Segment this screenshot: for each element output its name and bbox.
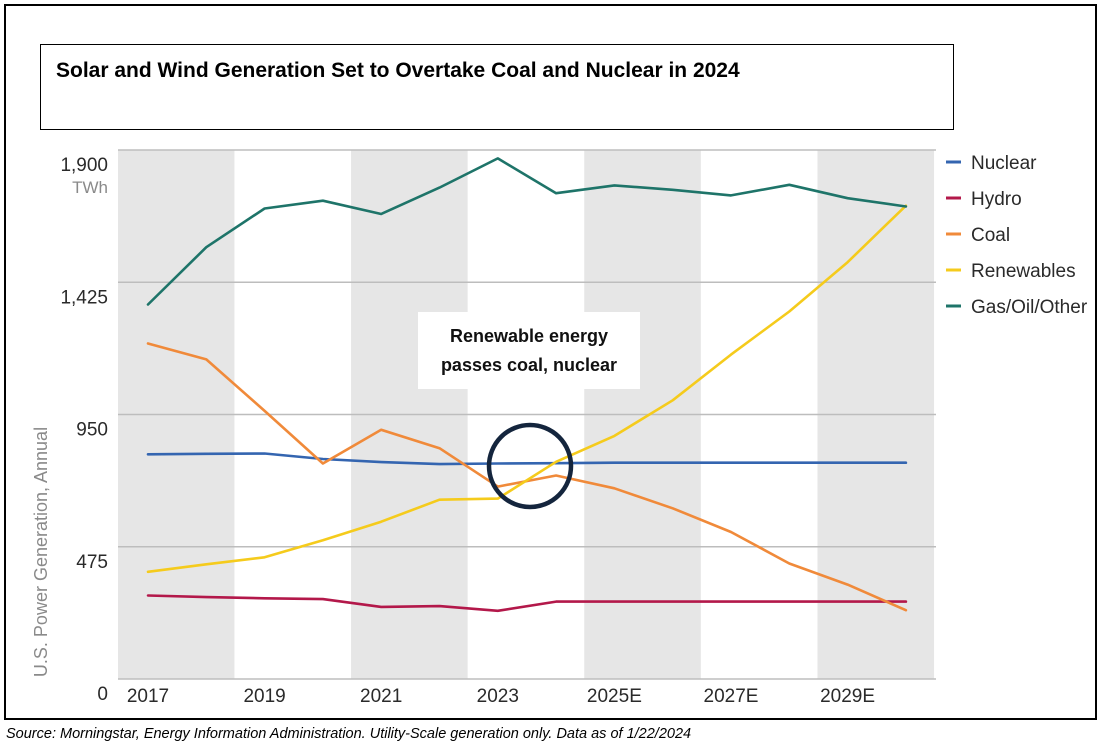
y-tick-label: 1,900 <box>60 155 108 176</box>
series-line-nuclear <box>146 452 908 466</box>
title-box: Solar and Wind Generation Set to Overtak… <box>40 44 954 130</box>
legend-label: Coal <box>971 225 1010 246</box>
x-tick-label: 2021 <box>360 686 402 707</box>
x-tick-label: 2025E <box>587 686 642 707</box>
legend-label: Gas/Oil/Other <box>971 297 1088 318</box>
x-tick-label: 2023 <box>477 686 519 707</box>
y-unit-label: TWh <box>72 178 108 197</box>
series-line-gas-oil-other <box>146 157 908 306</box>
y-tick-label: 475 <box>76 552 108 573</box>
annotation-box <box>418 312 640 389</box>
series-line-hydro <box>146 594 908 613</box>
x-tick-label: 2027E <box>704 686 759 707</box>
y-axis-label: U.S. Power Generation, Annual <box>31 427 51 677</box>
y-tick-label: 1,425 <box>60 287 108 308</box>
x-tick-label: 2019 <box>243 686 285 707</box>
legend-label: Nuclear <box>971 153 1037 174</box>
annotation-text: Renewable energy <box>450 326 608 346</box>
crossover-circle-marker <box>486 422 574 510</box>
annotation-text: passes coal, nuclear <box>441 355 617 375</box>
legend-label: Renewables <box>971 261 1076 282</box>
series-line-renewables <box>146 204 908 574</box>
legend-label: Hydro <box>971 189 1022 210</box>
source-note: Source: Morningstar, Energy Information … <box>6 726 692 742</box>
x-tick-label: 2017 <box>127 686 169 707</box>
x-tick-label: 2029E <box>820 686 875 707</box>
y-tick-label: 0 <box>97 684 108 705</box>
y-tick-label: 950 <box>76 420 108 441</box>
chart-title: Solar and Wind Generation Set to Overtak… <box>56 59 740 82</box>
